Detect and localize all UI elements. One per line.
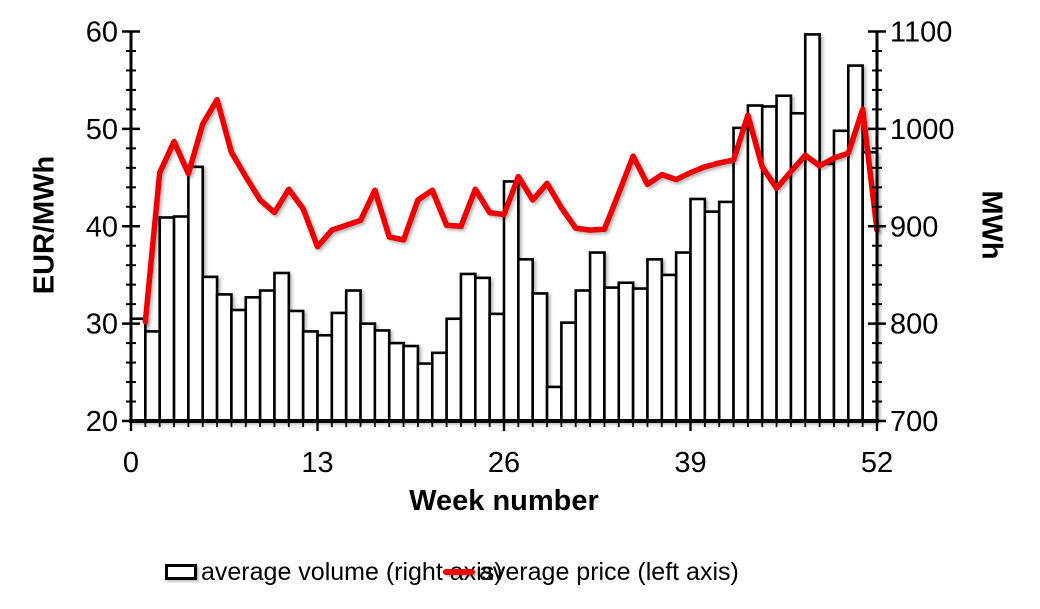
svg-text:800: 800 xyxy=(890,309,938,341)
legend-item-volume: average volume (right axis) xyxy=(165,558,503,586)
svg-text:0: 0 xyxy=(123,447,139,479)
svg-text:13: 13 xyxy=(301,447,333,479)
left-axis-title: EUR/MWh xyxy=(28,155,61,295)
svg-text:1100: 1100 xyxy=(890,17,952,49)
svg-text:30: 30 xyxy=(86,309,118,341)
svg-text:26: 26 xyxy=(488,447,520,479)
svg-text:52: 52 xyxy=(861,447,893,479)
svg-text:39: 39 xyxy=(674,447,706,479)
legend-item-price: average price (left axis) xyxy=(443,558,739,586)
legend-price-label: average price (left axis) xyxy=(479,557,739,586)
svg-text:700: 700 xyxy=(890,406,938,438)
bar-swatch-icon xyxy=(165,564,197,580)
svg-text:60: 60 xyxy=(86,17,118,49)
chart-canvas: 20 30 40 50 60 700 800 900 1000 1100 0 13 26 39 52 xyxy=(86,17,955,480)
x-axis-title: Week number xyxy=(409,485,599,517)
line-swatch-icon xyxy=(443,569,475,575)
right-axis-title: MWh xyxy=(975,190,1008,260)
svg-text:1000: 1000 xyxy=(890,114,955,146)
svg-text:50: 50 xyxy=(86,114,118,146)
svg-text:20: 20 xyxy=(86,406,118,438)
svg-text:900: 900 xyxy=(890,211,938,243)
svg-text:40: 40 xyxy=(86,211,118,243)
